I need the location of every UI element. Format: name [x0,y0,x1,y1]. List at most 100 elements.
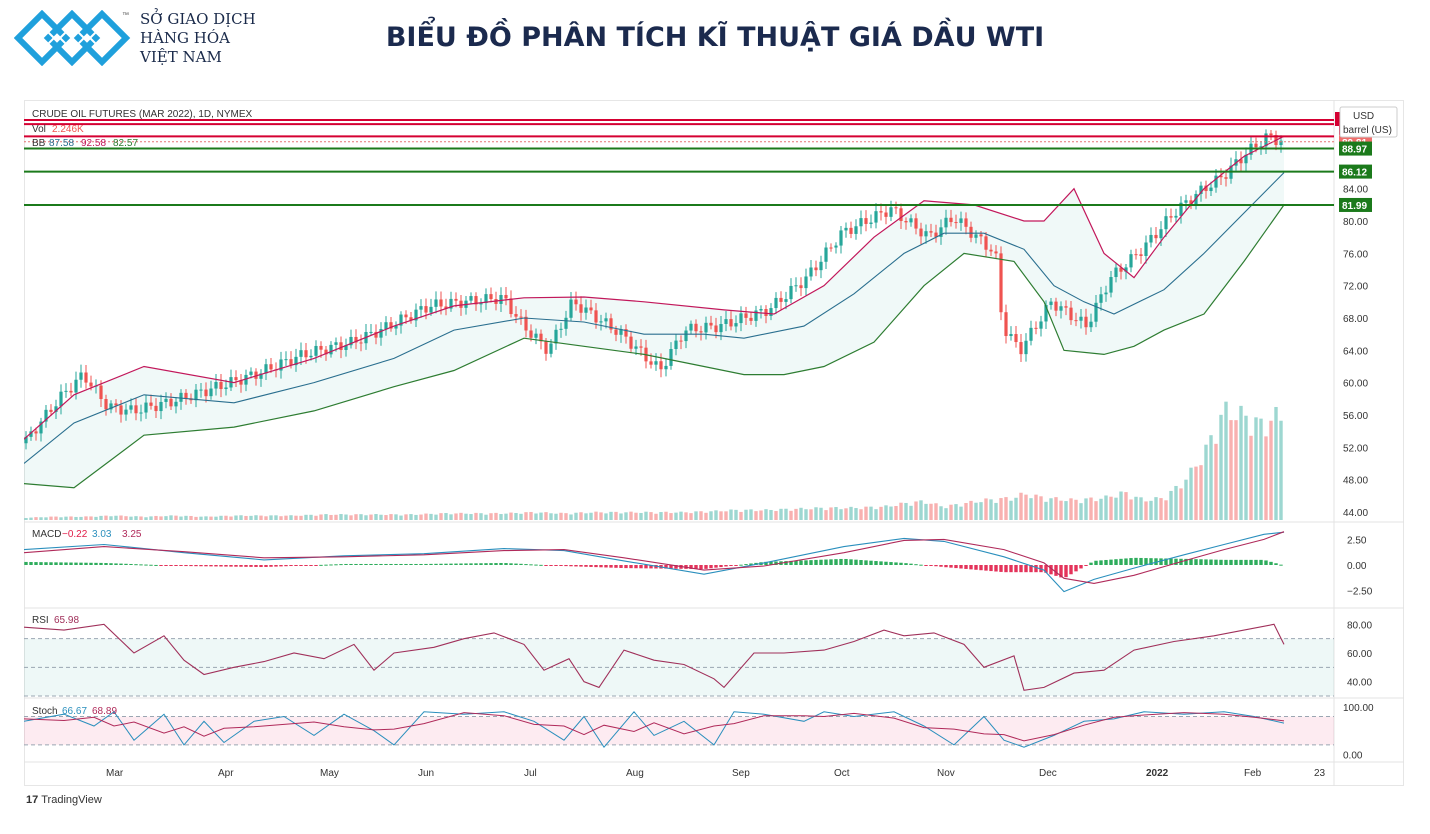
macd-histogram-bar [599,565,603,568]
candle-body [149,402,153,406]
macd-histogram-bar [329,564,333,566]
macd-histogram-bar [404,563,408,565]
volume-bar [419,514,423,520]
macd-histogram-bar [1114,559,1118,565]
volume-bar [59,517,63,520]
volume-bar [304,514,308,520]
macd-histogram-bar [974,565,978,570]
volume-bar [534,513,538,520]
macd-histogram-bar [674,565,678,569]
candle-body [619,329,623,335]
price-level-tag [1339,164,1372,179]
volume-bar [879,506,883,520]
volume-bar [1229,420,1233,520]
macd-histogram-bar [719,565,723,568]
volume-bar [794,508,798,520]
candle-body [649,361,653,365]
macd-histogram-bar [134,564,138,566]
candle-body [544,341,548,354]
macd-histogram-bar [79,562,83,565]
volume-bar [829,507,833,520]
volume-bar [374,514,378,520]
candle-body [1269,133,1273,136]
volume-bar [409,514,413,520]
volume-bar [124,516,128,520]
macd-histogram-bar [299,565,303,566]
volume-bar [1109,496,1113,520]
macd-histogram-bar [1159,558,1163,565]
macd-histogram-bar [1054,565,1058,576]
candle-body [869,222,873,224]
candle-body [169,398,173,407]
macd-histogram-bar [154,564,158,566]
tradingview-logo-icon: 17 [26,794,39,806]
macd-histogram-bar [529,564,533,566]
volume-bar [1064,501,1068,520]
macd-histogram-bar [699,565,703,570]
volume-bar [1199,465,1203,520]
candle-body [824,247,828,262]
macd-histogram-bar [309,565,313,566]
candle-body [1004,312,1008,337]
candle-body [574,299,578,305]
macd-histogram-bar [734,565,738,566]
macd-histogram-bar [854,559,858,565]
volume-bar [289,515,293,520]
candle-body [714,325,718,333]
candle-body [674,340,678,350]
macd-histogram-bar [864,560,868,565]
stoch-tick-label: 0.00 [1343,750,1363,761]
macd-histogram-bar [789,560,793,565]
macd-histogram-bar [749,563,753,565]
candle-body [719,323,723,333]
macd-histogram-bar [224,565,228,567]
macd-histogram-bar [1119,558,1123,565]
x-tick-label: May [320,768,339,779]
macd-histogram-bar [999,565,1003,572]
candle-body [664,365,668,370]
macd-histogram-bar [1084,565,1088,566]
volume-bar [939,506,943,520]
macd-histogram-bar [459,563,463,565]
logo-mark-icon [14,10,131,66]
candle-body [79,372,83,380]
volume-bar [249,515,253,520]
candle-body [954,222,958,224]
candle-body [769,308,773,316]
bollinger-lower-line [24,204,1285,489]
bollinger-upper-line [24,135,1285,440]
candle-body [414,309,418,321]
volume-bar [1049,498,1053,520]
macd-histogram-bar [1249,559,1253,565]
volume-bar [519,513,523,520]
candle-body [34,431,38,434]
macd-histogram-bar [804,560,808,565]
volume-bar [1254,417,1258,520]
volume-bar [619,513,623,520]
macd-histogram-bar [1199,559,1203,565]
volume-bar [884,505,888,520]
candle-body [99,385,103,400]
macd-histogram-bar [374,563,378,565]
volume-bar [179,516,183,520]
macd-histogram-bar [604,565,608,568]
candle-body [779,297,783,302]
volume-bar [119,515,123,520]
macd-histogram-bar [989,565,993,572]
volume-bar [1149,500,1153,520]
macd-histogram-bar [244,565,248,567]
price-tick-label: 52.00 [1343,443,1368,454]
macd-histogram-bar [339,564,343,566]
macd-histogram-bar [799,560,803,565]
volume-bar [324,514,328,520]
macd-histogram-bar [1089,562,1093,565]
macd-histogram-bar [869,560,873,565]
candle-body [439,299,443,307]
candle-body [1119,267,1123,272]
volume-bar [989,499,993,520]
volume-bar [1174,485,1178,520]
candle-body [314,345,318,356]
volume-bar [789,510,793,520]
macd-histogram-bar [1234,559,1238,565]
